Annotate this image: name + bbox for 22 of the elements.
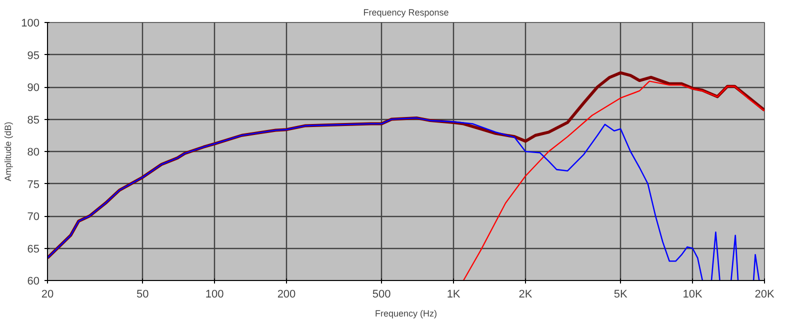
y-tick-label: 60	[27, 276, 40, 288]
x-tick-label: 2K	[518, 288, 533, 300]
y-axis-title: Amplitude (dB)	[3, 122, 14, 182]
x-axis-title: Frequency (Hz)	[374, 308, 438, 318]
x-tick-label: 200	[277, 288, 296, 300]
y-tick-label: 100	[21, 18, 40, 30]
y-tick-label: 80	[27, 146, 40, 158]
x-tick-label: 20K	[754, 288, 775, 300]
x-tick-label: 50	[136, 288, 149, 300]
y-tick-label: 95	[27, 50, 40, 62]
x-tick-label: 500	[372, 288, 391, 300]
chart-title: Frequency Response	[363, 8, 449, 18]
x-tick-label: 5K	[614, 288, 628, 300]
y-tick-label: 75	[27, 178, 40, 191]
y-tick-label: 70	[27, 211, 40, 223]
y-tick-label: 65	[27, 243, 40, 256]
y-tick-label: 85	[27, 114, 40, 126]
x-tick-label: 10K	[682, 288, 704, 300]
x-tick-label: 20	[41, 288, 54, 300]
x-tick-label: 100	[205, 288, 224, 300]
x-tick-label: 1K	[446, 288, 461, 300]
y-tick-label: 90	[27, 82, 40, 94]
